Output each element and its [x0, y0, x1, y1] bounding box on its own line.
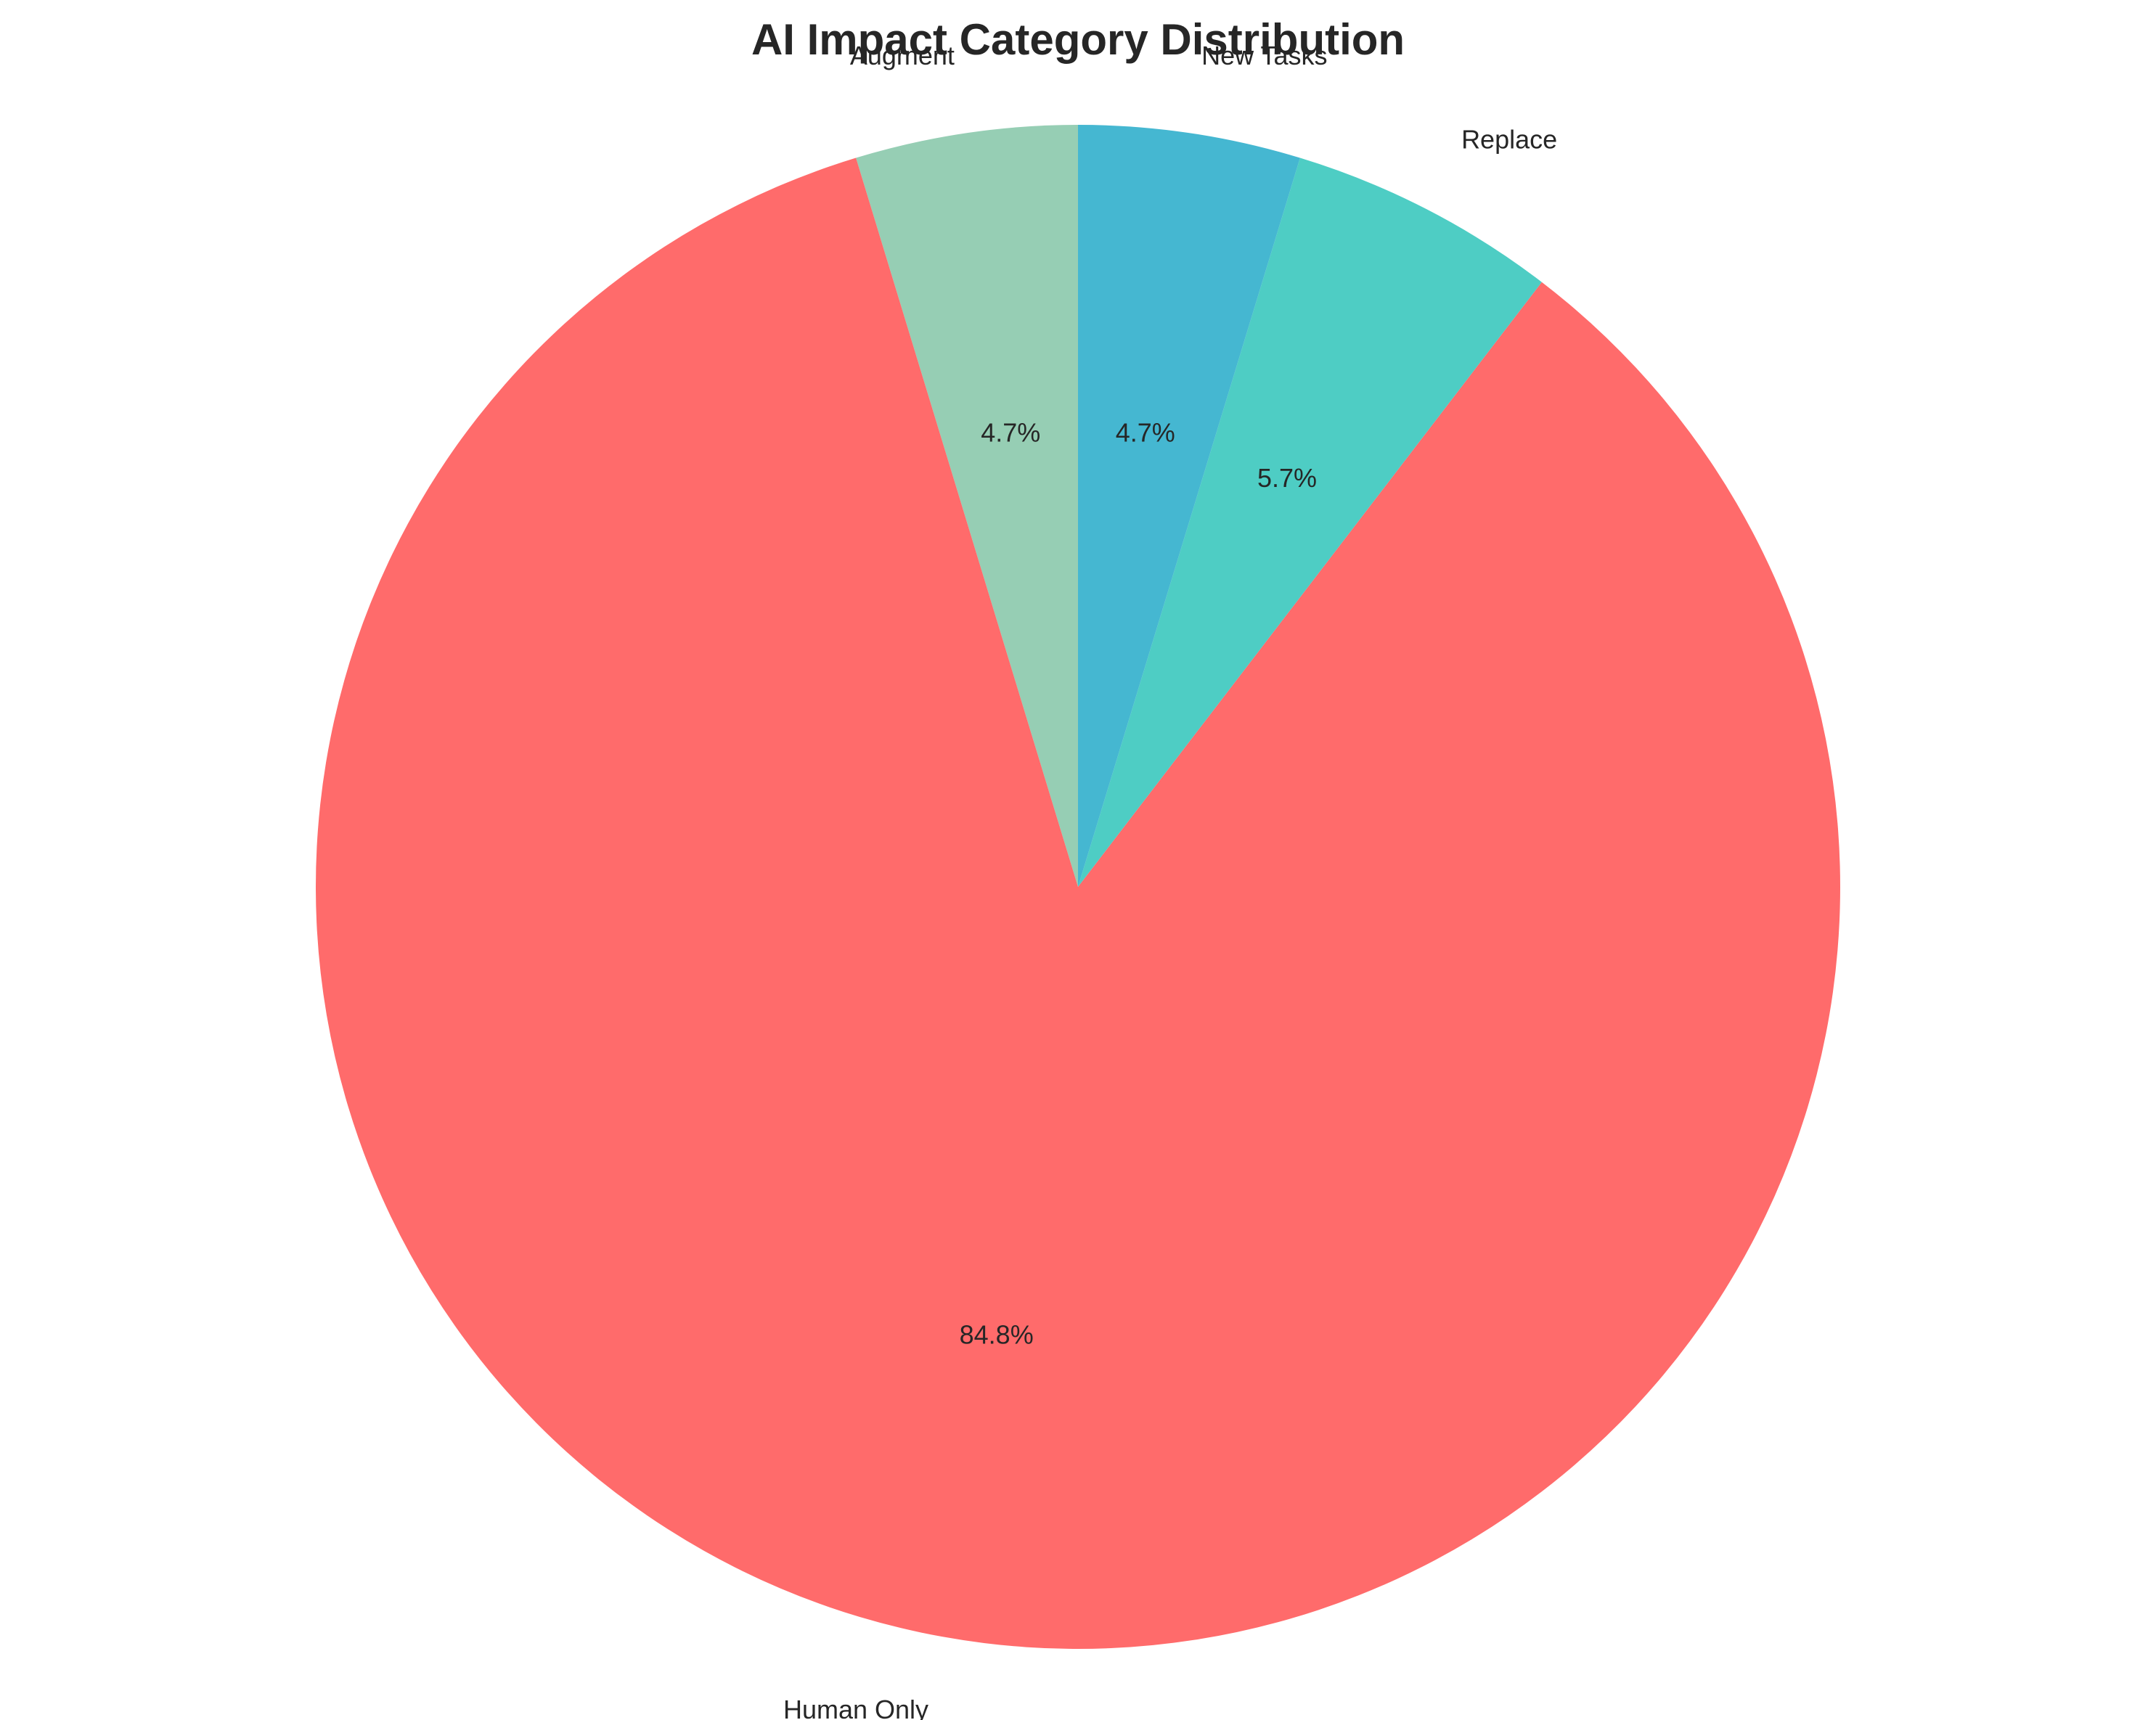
- pie-slice-new-tasks: [1078, 125, 1300, 887]
- slice-percent-augment: 4.7%: [981, 417, 1040, 447]
- chart-title: AI Impact Category Distribution: [751, 15, 1405, 64]
- slice-percent-new-tasks: 4.7%: [1116, 417, 1175, 447]
- slice-label-replace: Replace: [1461, 124, 1557, 154]
- slice-label-human-only: Human Only: [783, 1695, 928, 1720]
- pie-slices: [316, 125, 1840, 1649]
- pie-slice-augment: [856, 125, 1078, 887]
- slice-percent-human-only: 84.8%: [960, 1319, 1034, 1349]
- pie-slice-human-only: [316, 157, 1840, 1649]
- slice-label-new-tasks: New Tasks: [1201, 41, 1327, 70]
- pie-labels: Augment 4.7% Human Only 84.8% Replace 5.7% New…: [783, 41, 1557, 1720]
- slice-percent-replace: 5.7%: [1257, 463, 1317, 493]
- pie-slice-replace: [1078, 157, 1542, 887]
- slice-label-augment: Augment: [850, 41, 955, 70]
